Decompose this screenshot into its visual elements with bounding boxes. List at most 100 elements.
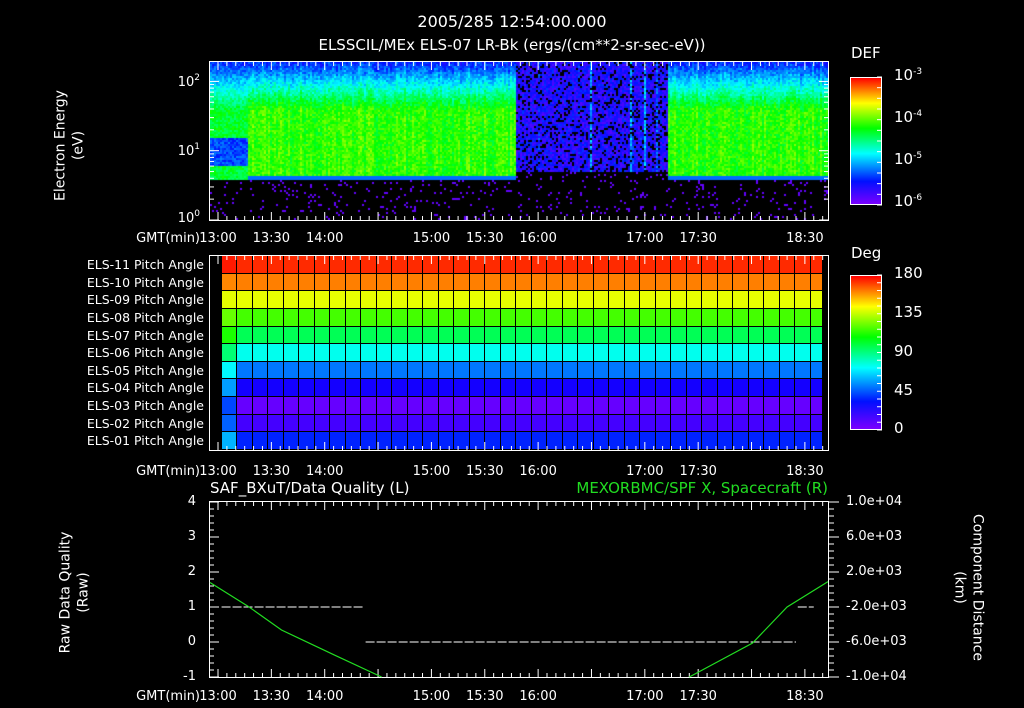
time-tick-label: 14:00 xyxy=(305,231,344,246)
quality-panel-title: SAF_BXuT/Data Quality (L) xyxy=(210,479,410,497)
def-tick-1e-4: 10-4 xyxy=(894,108,923,126)
pitch-angle-cell xyxy=(578,344,594,362)
pitch-angle-cell xyxy=(810,291,823,309)
pitch-angle-cell xyxy=(376,432,393,450)
pitch-angle-cell xyxy=(702,414,718,433)
pitch-angle-cell xyxy=(221,432,238,450)
pitch-angle-cell xyxy=(345,361,362,380)
pitch-angle-cell xyxy=(423,291,439,309)
pitch-angle-cell xyxy=(640,256,656,274)
pitch-angle-cell xyxy=(733,308,749,327)
pitch-angle-cell xyxy=(547,379,563,398)
pitch-angle-cell xyxy=(578,397,594,415)
pitch-angle-cell xyxy=(733,414,749,433)
plot-title: 2005/285 12:54:00.000 xyxy=(417,12,607,31)
pitch-angle-cell xyxy=(795,308,811,327)
pitch-angle-cell xyxy=(283,273,300,292)
pitch-angle-cell xyxy=(407,291,424,309)
pitch-angle-cell xyxy=(283,308,300,327)
pitch-angle-cell xyxy=(593,361,610,380)
pitch-angle-cell xyxy=(562,432,579,450)
energy-tick-1: 100 xyxy=(177,209,200,226)
pitch-angle-cell xyxy=(702,291,718,309)
pitch-angle-cell xyxy=(376,414,393,433)
pitch-angle-cell xyxy=(330,344,346,362)
pitch-angle-cell xyxy=(748,414,765,433)
pitch-angle-cell xyxy=(810,379,823,398)
pitch-angle-cell xyxy=(268,326,284,345)
pitch-angle-cell xyxy=(314,326,331,345)
pitch-angle-cell xyxy=(299,361,315,380)
pitch-angle-cell xyxy=(330,432,346,450)
pitch-angle-cell xyxy=(717,326,734,345)
pitch-angle-cell xyxy=(500,379,517,398)
pitch-angle-cell xyxy=(392,432,408,450)
pitch-angle-cell xyxy=(438,397,455,415)
spectrogram-frame xyxy=(209,61,829,221)
pitch-angle-cell xyxy=(268,308,284,327)
distance-tick-label: -1.0e+04 xyxy=(846,669,907,684)
pitch-angle-cell xyxy=(330,326,346,345)
pitch-angle-cell xyxy=(795,291,811,309)
def-tick-1e-6: 10-6 xyxy=(894,192,923,210)
pitch-angle-cell xyxy=(221,273,238,292)
pitch-angle-cell xyxy=(268,273,284,292)
pitch-angle-cell xyxy=(252,344,269,362)
pitch-angle-cell xyxy=(764,397,780,415)
pitch-angle-cell xyxy=(454,361,470,380)
quality-plot-frame xyxy=(209,501,829,678)
pitch-angle-cell xyxy=(345,432,362,450)
quality-tick-label: 2 xyxy=(187,564,196,579)
pitch-angle-cell xyxy=(562,379,579,398)
pitch-angle-cell xyxy=(252,273,269,292)
pitch-angle-cell xyxy=(407,361,424,380)
pitch-angle-cell xyxy=(702,361,718,380)
pitch-angle-cell xyxy=(252,414,269,433)
pitch-angle-cell xyxy=(314,432,331,450)
pitch-angle-cell xyxy=(795,397,811,415)
pitch-angle-cell xyxy=(671,308,687,327)
pitch-angle-row-label: ELS-05 Pitch Angle xyxy=(86,362,204,378)
pitch-angle-cell xyxy=(810,414,823,433)
pitch-angle-cell xyxy=(516,379,532,398)
pitch-angle-cell xyxy=(407,308,424,327)
pitch-angle-cell xyxy=(299,291,315,309)
pitch-angle-cell xyxy=(748,379,765,398)
pitch-angle-cell xyxy=(500,361,517,380)
pitch-angle-cell xyxy=(423,344,439,362)
pitch-angle-cell xyxy=(624,414,641,433)
pitch-angle-cell xyxy=(547,308,563,327)
pitch-angle-cell xyxy=(578,291,594,309)
pitch-angle-cell xyxy=(500,273,517,292)
pitch-angle-cell xyxy=(314,256,331,274)
pitch-angle-cell xyxy=(299,414,315,433)
pitch-angle-cell xyxy=(268,414,284,433)
deg-tick-180: 180 xyxy=(894,264,923,282)
pitch-angle-cell xyxy=(237,361,253,380)
pitch-angle-cell xyxy=(438,379,455,398)
pitch-angle-cell xyxy=(392,344,408,362)
pitch-angle-cell xyxy=(531,308,548,327)
time-tick-label: 17:30 xyxy=(679,231,717,246)
def-tick-1e-3: 10-3 xyxy=(894,66,923,84)
pitch-angle-cell xyxy=(469,273,486,292)
pitch-angle-cell xyxy=(640,326,656,345)
pitch-angle-cell xyxy=(268,344,284,362)
pitch-angle-cell xyxy=(392,308,408,327)
pitch-angle-cell xyxy=(655,344,672,362)
pitch-angle-cell xyxy=(733,273,749,292)
pitch-angle-cell xyxy=(454,344,470,362)
pitch-angle-cell xyxy=(485,361,501,380)
pitch-angle-cell xyxy=(609,308,625,327)
pitch-angle-cell xyxy=(299,379,315,398)
pitch-angle-cell xyxy=(423,256,439,274)
pitch-angle-cell xyxy=(345,379,362,398)
distance-tick-label: -2.0e+03 xyxy=(846,599,907,614)
pitch-angle-cell xyxy=(779,308,796,327)
pitch-angle-cell xyxy=(438,308,455,327)
quality-tick-label: 1 xyxy=(187,599,196,614)
pitch-angle-cell xyxy=(392,326,408,345)
pitch-angle-cell xyxy=(609,397,625,415)
pitch-angle-cell xyxy=(469,397,486,415)
pitch-angle-cell xyxy=(376,344,393,362)
